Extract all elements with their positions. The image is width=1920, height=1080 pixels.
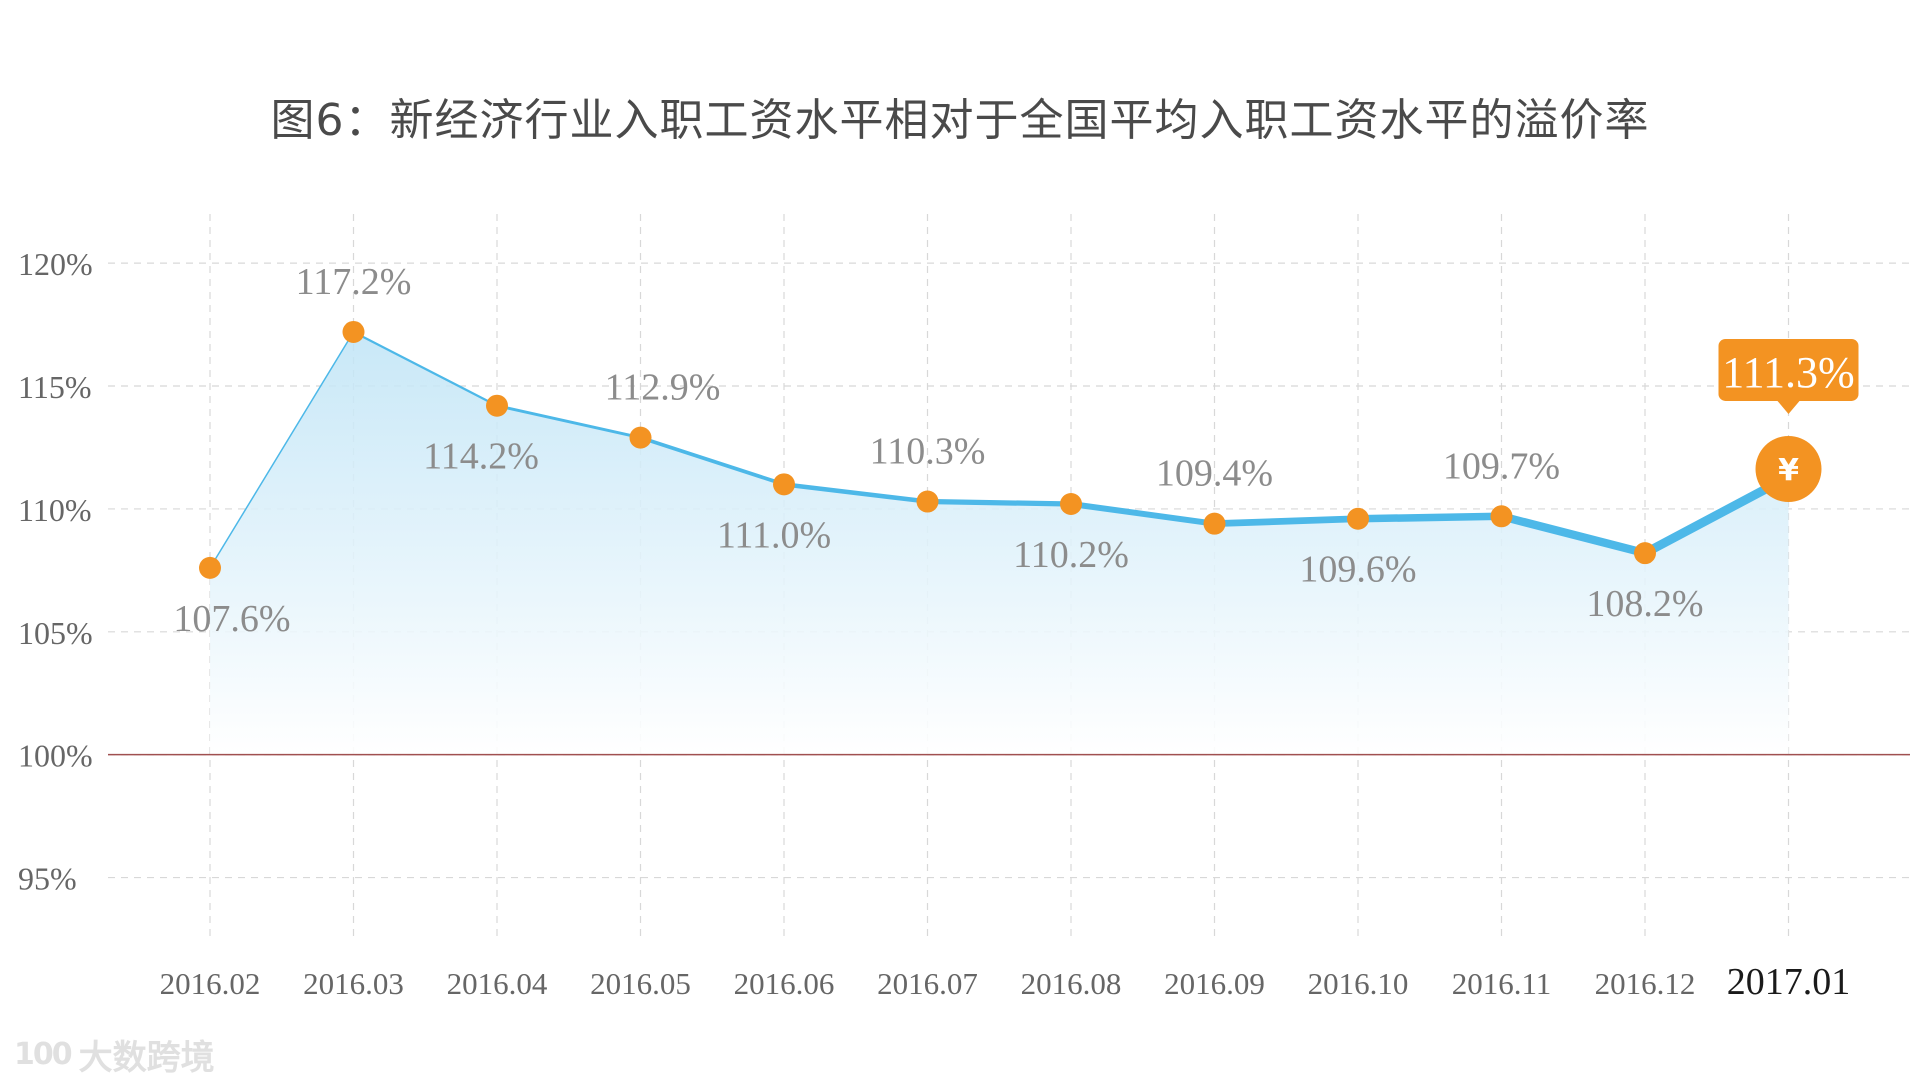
data-point bbox=[199, 556, 221, 579]
line-segment bbox=[352, 330, 499, 407]
area-fill-shape bbox=[210, 331, 1789, 755]
data-point bbox=[1203, 512, 1226, 535]
data-label: 110.2% bbox=[1013, 534, 1129, 576]
data-point bbox=[1060, 493, 1082, 515]
data-label: 108.2% bbox=[1586, 583, 1703, 625]
highlight-callout: 111.3% bbox=[1718, 338, 1859, 414]
data-point bbox=[1490, 505, 1513, 528]
data-label: 111.0% bbox=[717, 514, 831, 556]
line-segment bbox=[924, 498, 1074, 507]
data-point bbox=[1347, 507, 1369, 530]
callout-pointer bbox=[1777, 400, 1800, 414]
x-tick-label: 2016.05 bbox=[590, 966, 691, 1001]
callout-box bbox=[1718, 338, 1859, 401]
line-segment bbox=[1497, 512, 1650, 558]
y-tick-label: 110% bbox=[18, 492, 91, 528]
data-label: 107.6% bbox=[173, 598, 290, 640]
data-point bbox=[1634, 542, 1656, 565]
x-tick-label: 2016.11 bbox=[1452, 966, 1552, 1001]
x-axis-ticks: 2016.02 2016.03 2016.04 2016.05 2016.06 2016.… bbox=[160, 961, 1851, 1003]
data-label: 110.3% bbox=[870, 431, 986, 473]
x-tick-label: 2017.01 bbox=[1727, 961, 1851, 1003]
line-segment bbox=[638, 435, 786, 487]
y-tick-label: 100% bbox=[18, 738, 93, 774]
data-point bbox=[629, 426, 652, 449]
data-label: 109.4% bbox=[1156, 453, 1273, 495]
data-label: 109.6% bbox=[1299, 549, 1416, 591]
y-tick-label: 95% bbox=[18, 861, 77, 897]
data-point bbox=[916, 490, 939, 513]
x-tick-label: 2016.04 bbox=[447, 966, 548, 1001]
x-tick-label: 2016.03 bbox=[303, 966, 404, 1001]
data-label: 117.2% bbox=[296, 261, 412, 303]
line-segment bbox=[495, 404, 642, 440]
chart-title: 图6：新经济行业入职工资水平相对于全国平均入职工资水平的溢价率 bbox=[270, 95, 1650, 146]
line-segment bbox=[1211, 515, 1362, 528]
line-segment bbox=[781, 482, 930, 504]
watermark-logo: 100 bbox=[14, 1037, 73, 1072]
data-point bbox=[773, 473, 795, 496]
data-markers: ¥ bbox=[199, 320, 1822, 579]
highlight-marker bbox=[1755, 435, 1822, 502]
x-tick-label: 2016.06 bbox=[734, 966, 835, 1001]
x-tick-label: 2016.09 bbox=[1164, 966, 1265, 1001]
data-labels: 107.6% 117.2% 114.2% 112.9% 111.0% 110.3% 110.… bbox=[173, 261, 1703, 640]
watermark: 100 大数跨境 bbox=[14, 1030, 215, 1079]
line-segment bbox=[1068, 501, 1218, 527]
y-tick-label: 120% bbox=[18, 246, 93, 282]
y-axis-ticks: 95% 100% 105% 110% 115% 120% bbox=[18, 246, 93, 896]
x-tick-label: 2016.02 bbox=[160, 966, 261, 1001]
y-tick-label: 115% bbox=[18, 369, 91, 405]
line-segment bbox=[209, 331, 355, 569]
yen-icon: ¥ bbox=[1778, 453, 1799, 488]
data-label: 114.2% bbox=[423, 436, 539, 478]
area-fill bbox=[210, 331, 1789, 755]
line-segment bbox=[1354, 512, 1506, 523]
y-tick-label: 105% bbox=[18, 615, 93, 651]
callout-value: 111.3% bbox=[1722, 348, 1854, 397]
x-tick-label: 2016.07 bbox=[877, 966, 978, 1001]
x-tick-label: 2016.10 bbox=[1308, 966, 1409, 1001]
x-tick-label: 2016.08 bbox=[1021, 966, 1122, 1001]
data-label: 109.7% bbox=[1443, 445, 1560, 487]
watermark-text: 大数跨境 bbox=[78, 1038, 215, 1078]
data-point bbox=[486, 394, 508, 417]
x-tick-label: 2016.12 bbox=[1595, 966, 1696, 1001]
data-label: 112.9% bbox=[605, 367, 721, 409]
data-point bbox=[342, 320, 365, 343]
